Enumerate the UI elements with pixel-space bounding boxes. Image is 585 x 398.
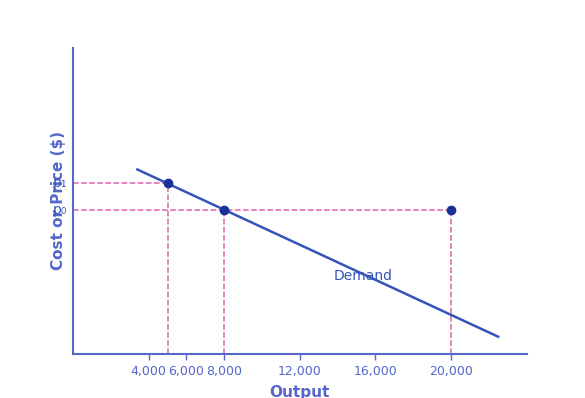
X-axis label: Output: Output: [270, 384, 330, 398]
Text: p₀: p₀: [53, 203, 67, 217]
Text: Demand: Demand: [334, 269, 393, 283]
Text: p₁: p₁: [53, 176, 67, 191]
Y-axis label: Cost or Price ($): Cost or Price ($): [51, 131, 66, 271]
